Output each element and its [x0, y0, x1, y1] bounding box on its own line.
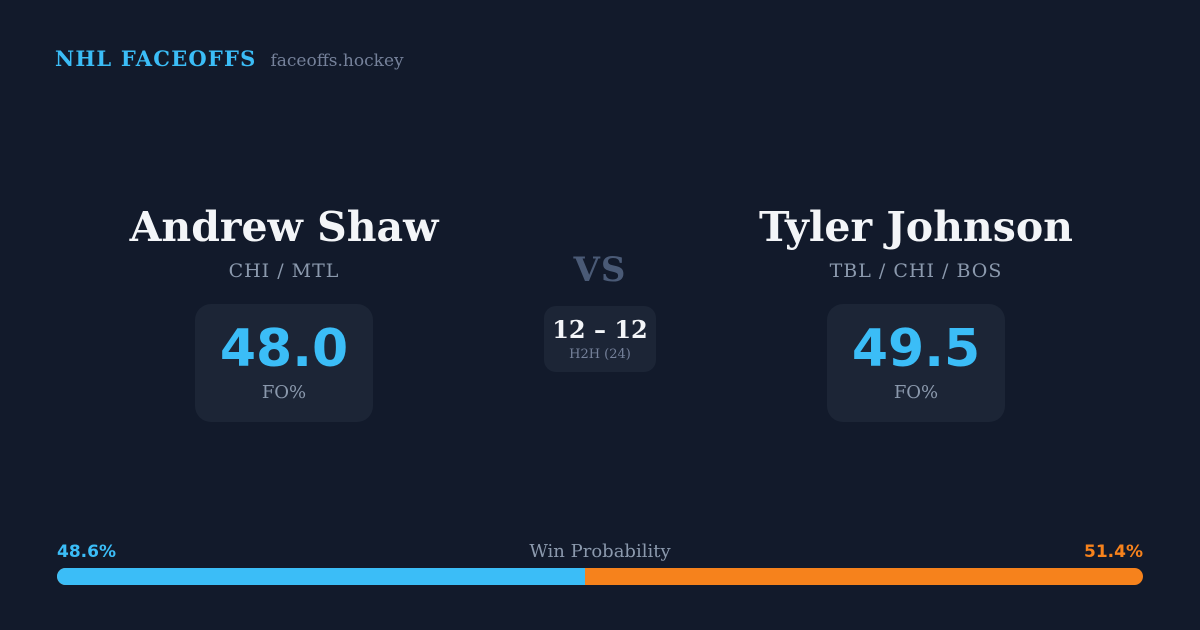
vs-label: VS	[573, 250, 627, 290]
fo-pct-label-left: FO%	[261, 382, 307, 404]
player-card-right: Tyler Johnson TBL / CHI / BOS 49.5 FO%	[726, 207, 1106, 422]
fo-pct-value-right: 49.5	[851, 319, 981, 380]
win-prob-right-pct: 51.4%	[1084, 542, 1143, 562]
site-url-text: faceoffs.hockey	[270, 51, 404, 71]
header: NHL FACEOFFS faceoffs.hockey	[55, 46, 404, 71]
win-probability-labels: 48.6% Win Probability 51.4%	[57, 541, 1143, 563]
fo-pct-label-right: FO%	[893, 382, 939, 404]
win-probability-title: Win Probability	[529, 541, 671, 562]
brand-logo-text: NHL FACEOFFS	[55, 46, 257, 71]
player-teams-right: TBL / CHI / BOS	[829, 260, 1003, 282]
h2h-label: H2H (24)	[569, 346, 631, 362]
win-prob-left-pct: 48.6%	[57, 542, 116, 562]
player-name-right: Tyler Johnson	[759, 203, 1073, 251]
player-teams-left: CHI / MTL	[228, 260, 340, 282]
player-name-left: Andrew Shaw	[129, 203, 439, 251]
stat-card-left: 48.0 FO%	[195, 303, 373, 422]
h2h-record: 12 – 12	[552, 314, 648, 344]
player-card-left: Andrew Shaw CHI / MTL 48.0 FO%	[94, 207, 474, 422]
fo-pct-value-left: 48.0	[219, 319, 349, 380]
vs-block: VS 12 – 12 H2H (24)	[520, 253, 680, 372]
win-probability-bar	[57, 568, 1143, 585]
h2h-card: 12 – 12 H2H (24)	[544, 306, 656, 372]
win-probability-bar-left-segment	[57, 568, 585, 585]
stat-card-right: 49.5 FO%	[827, 303, 1005, 422]
